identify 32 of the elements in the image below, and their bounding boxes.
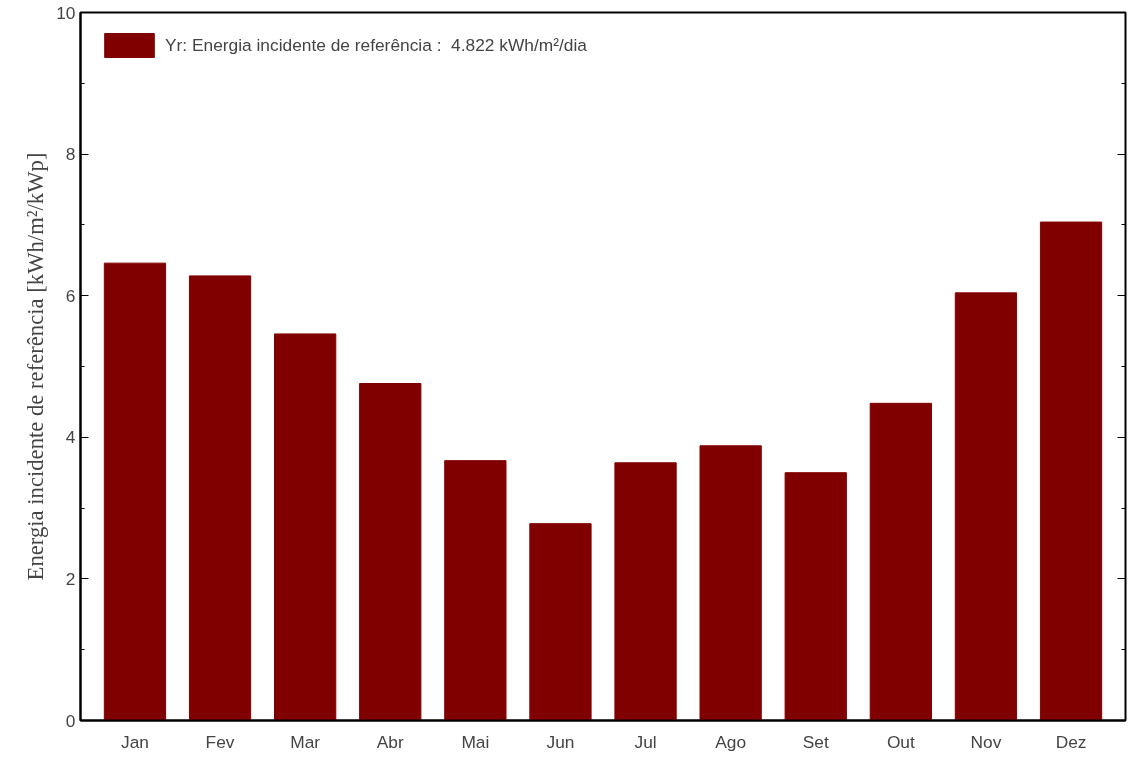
bar <box>359 382 422 721</box>
bar <box>784 472 847 721</box>
x-tick-label: Nov <box>970 731 1002 752</box>
bar <box>188 275 252 721</box>
y-tick-label: 8 <box>65 144 76 165</box>
bar <box>699 445 762 721</box>
bar <box>529 523 592 721</box>
x-tick-label: Out <box>886 731 915 752</box>
bar <box>103 262 167 721</box>
y-tick-label: 4 <box>65 427 76 448</box>
x-tick-label: Set <box>802 731 829 752</box>
bar <box>444 460 507 721</box>
bar <box>1039 221 1103 721</box>
x-tick-label: Jan <box>120 731 149 752</box>
y-tick-label: 6 <box>65 285 76 306</box>
bar <box>869 402 932 721</box>
y-tick-label: 10 <box>56 2 76 23</box>
x-tick-label: Abr <box>376 731 404 752</box>
bar <box>274 333 337 721</box>
y-tick-label: 2 <box>65 568 76 589</box>
legend-label: Yr: Energia incidente de referência : 4.822 kWh/m²/dia <box>165 34 587 56</box>
y-axis-title: Energia incidente de referência [kWh/m²/kWp] <box>23 152 49 581</box>
x-tick-label: Ago <box>715 731 747 752</box>
bar <box>954 292 1018 721</box>
x-tick-label: Fev <box>205 731 235 752</box>
y-tick-label: 0 <box>65 710 76 731</box>
x-tick-label: Mai <box>461 731 490 752</box>
x-tick-label: Dez <box>1055 731 1087 752</box>
x-tick-label: Jun <box>546 731 575 752</box>
x-tick-label: Jul <box>634 731 657 752</box>
bar <box>614 462 677 721</box>
x-tick-label: Mar <box>290 731 321 752</box>
